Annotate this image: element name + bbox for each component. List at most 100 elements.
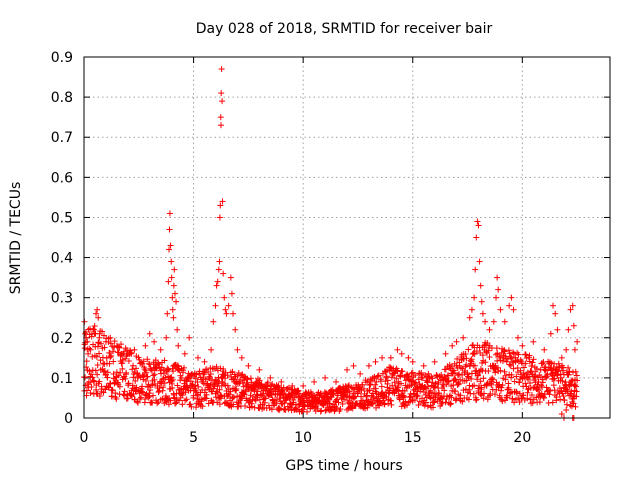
data-point [409, 377, 416, 384]
data-point [268, 406, 275, 413]
data-point [396, 396, 403, 403]
data-point [547, 330, 554, 337]
data-point [465, 346, 472, 353]
data-point [346, 388, 353, 395]
data-point [496, 381, 503, 388]
data-point [90, 326, 97, 333]
data-point [445, 378, 452, 385]
x-tick-label: 0 [80, 430, 89, 446]
data-point [203, 395, 210, 402]
data-point [351, 394, 358, 401]
data-point [442, 399, 449, 406]
x-tick-label: 20 [513, 430, 531, 446]
data-point [317, 408, 324, 415]
data-point [447, 401, 454, 408]
data-point [360, 385, 367, 392]
y-tick-label: 0 [64, 411, 73, 427]
data-point [511, 378, 518, 385]
data-point [569, 302, 576, 309]
data-point [172, 400, 179, 407]
data-point [111, 380, 118, 387]
data-point [568, 388, 575, 395]
data-point [480, 390, 487, 397]
data-point [366, 387, 373, 394]
data-point [442, 366, 449, 373]
data-point [89, 374, 96, 381]
data-point [550, 382, 557, 389]
data-point [224, 372, 231, 379]
data-point [113, 342, 120, 349]
y-axis-label: SRMTID / TECUs [8, 182, 24, 295]
data-point [267, 374, 274, 381]
data-point [514, 334, 521, 341]
data-point [171, 290, 178, 297]
data-point [388, 401, 395, 408]
data-point [499, 382, 506, 389]
data-point [440, 382, 447, 389]
data-point [524, 395, 531, 402]
data-point [485, 368, 492, 375]
data-point [300, 382, 307, 389]
data-point [530, 356, 537, 363]
data-point [144, 373, 151, 380]
data-point [132, 377, 139, 384]
data-point [411, 397, 418, 404]
data-point [510, 350, 517, 357]
data-point [115, 372, 122, 379]
data-point [182, 389, 189, 396]
data-point [397, 380, 404, 387]
data-point [486, 354, 493, 361]
data-point [151, 376, 158, 383]
data-point [451, 375, 458, 382]
data-point [119, 365, 126, 372]
data-point [87, 379, 94, 386]
data-point [520, 392, 527, 399]
data-point [238, 354, 245, 361]
data-point [529, 399, 536, 406]
data-point [166, 226, 173, 233]
data-point [166, 210, 173, 217]
data-point [107, 334, 114, 341]
data-point [510, 365, 517, 372]
data-point [501, 318, 508, 325]
data-point [108, 393, 115, 400]
data-point [119, 360, 126, 367]
data-point [282, 406, 289, 413]
data-point [115, 349, 122, 356]
data-point [170, 368, 177, 375]
data-point [507, 362, 514, 369]
data-point [116, 383, 123, 390]
data-point [95, 339, 102, 346]
data-point [473, 397, 480, 404]
data-point [222, 306, 229, 313]
x-tick-label: 5 [189, 430, 198, 446]
data-point [462, 351, 469, 358]
data-point [217, 365, 224, 372]
data-point [497, 306, 504, 313]
data-point [502, 372, 509, 379]
data-point [256, 405, 263, 412]
data-point [574, 377, 581, 384]
data-point [541, 346, 548, 353]
data-point [163, 334, 170, 341]
data-point [214, 389, 221, 396]
data-point [212, 302, 219, 309]
data-point [216, 258, 223, 265]
x-axis-label: GPS time / hours [285, 458, 402, 474]
data-point [88, 384, 95, 391]
data-point [345, 383, 352, 390]
data-point [425, 370, 432, 377]
data-point [213, 388, 220, 395]
data-point [526, 352, 533, 359]
data-point [289, 382, 296, 389]
data-point [216, 386, 223, 393]
data-point [564, 386, 571, 393]
data-point [149, 399, 156, 406]
data-point [186, 334, 193, 341]
data-point [422, 399, 429, 406]
data-point [311, 404, 318, 411]
data-point [482, 359, 489, 366]
data-point [547, 387, 554, 394]
data-point [517, 367, 524, 374]
